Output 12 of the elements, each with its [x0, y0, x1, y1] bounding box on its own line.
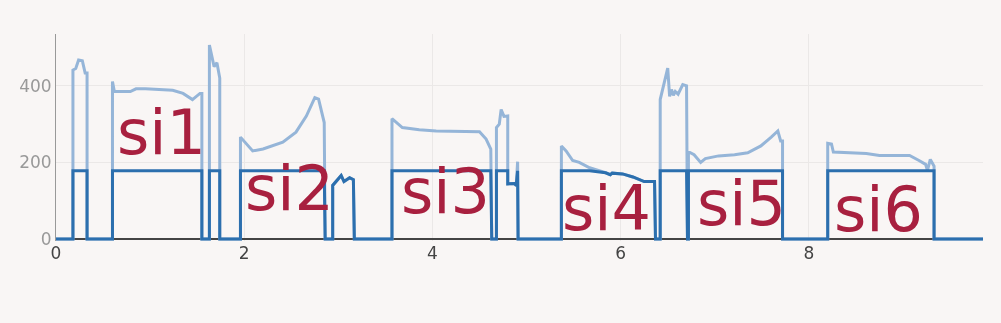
annotation: si6 — [834, 173, 923, 246]
y-tick-label: 200 — [19, 152, 52, 173]
x-tick-label: 6 — [615, 243, 627, 263]
annotation: si1 — [117, 96, 206, 169]
annotation: si4 — [562, 172, 651, 245]
x-tick-label: 4 — [427, 243, 438, 263]
x-tick-label: 2 — [238, 243, 250, 263]
annotation: si3 — [401, 155, 490, 228]
x-tick-label: 8 — [803, 243, 815, 263]
annotation: si5 — [697, 167, 786, 240]
y-tick-label: 0 — [40, 229, 52, 250]
y-tick-label: 400 — [19, 75, 52, 96]
